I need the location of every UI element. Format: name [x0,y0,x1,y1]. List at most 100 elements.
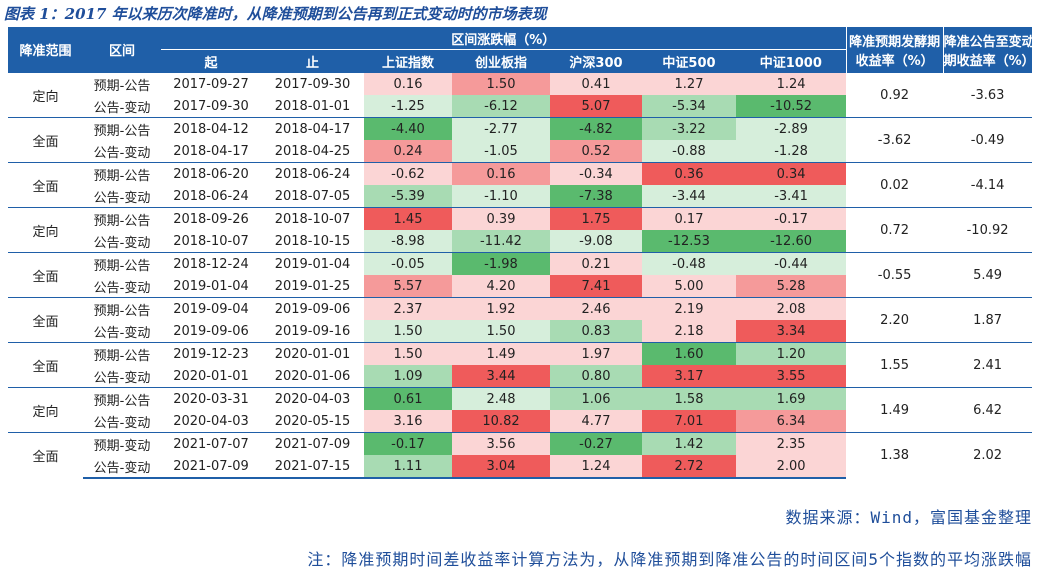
cell-sse: 0.61 [364,387,452,410]
row-type: 全面 [8,117,83,163]
row-end-date: 2021-07-15 [261,455,364,479]
cell-csi1000: 1.24 [736,72,847,95]
row-start-date: 2019-01-04 [173,278,249,294]
cell-chinext: 0.39 [452,207,550,230]
cell-csi500: -5.34 [642,95,736,118]
cell-chinext: -1.05 [452,140,550,163]
cell-csi1000: 0.34 [736,162,847,185]
cell-csi500: -3.22 [642,117,736,140]
row-interval: 公告-变动 [93,325,151,341]
figure-title: 图表 1：2017 年以来历次降准时，从降准预期到公告再到正式变动时的市场表现 [4,5,547,23]
table-body: 定向 预期-公告 2017-09-27 2017-09-30 0.16 1.50 0.41 1… [8,72,1033,479]
cell-csi1000: -3.41 [736,185,847,208]
row-end-date: 2020-01-06 [274,368,351,384]
cell-csi300: 1.06 [550,387,642,410]
header-group-change: 区间涨跌幅（%） [161,27,847,50]
cell-csi1000: 1.20 [736,342,847,365]
row-interval: 公告-变动 [93,415,151,431]
cell-chinext: -2.77 [452,117,550,140]
cell-sse: -0.17 [364,432,452,455]
header-ret1: 降准预期发酵期 收益率（%） [845,27,944,73]
row-interval: 公告-变动 [83,455,161,479]
row-end-date: 2020-05-15 [274,413,351,429]
table-row: 公告-变动 2020-01-01 2020-01-06 1.09 3.44 0.80 3.1… [8,365,1032,388]
row-start-date: 2020-04-03 [173,413,249,429]
cell-csi300: 2.46 [550,297,642,320]
cell-sse: 1.11 [364,455,452,479]
row-interval: 公告-变动 [93,280,151,296]
row-start-date: 2019-09-06 [173,323,249,339]
header-start: 起 [161,49,261,73]
header-ret1-line2: 收益率（%） [855,53,934,69]
table-row: 全面 预期-公告 2018-04-12 2018-04-17 -4.40 -2.77 -4.… [8,117,1033,163]
row-interval: 公告-变动 [93,190,151,206]
row-start-date: 2019-09-04 [161,297,261,320]
cell-csi500: 1.58 [642,387,736,410]
row-end-date: 2018-10-07 [261,207,364,230]
row-start-date: 2018-04-17 [173,143,249,159]
cell-csi500: 1.42 [642,432,736,455]
cell-csi300: 7.41 [550,275,642,298]
cell-csi500: -0.88 [642,140,736,163]
cell-csi1000: -10.52 [736,95,847,118]
table-row: 公告-变动 2017-09-30 2018-01-01 -1.25 -6.12 5.07-… [8,95,1032,118]
cell-sse: 1.09 [364,365,452,388]
row-ret2: 1.87 [943,297,1033,343]
cell-sse: -8.98 [364,230,452,253]
row-start-date: 2020-03-31 [161,387,261,410]
cell-csi300: 0.21 [550,252,642,275]
cell-csi500: 2.18 [642,320,736,343]
header-ret2: 降准公告至变动 期收益率（%） [942,27,1033,73]
cell-sse: 0.24 [364,140,452,163]
header-index-chinext: 创业板指 [452,49,550,73]
cell-csi300: -7.38 [550,185,642,208]
cell-csi1000: 3.55 [736,365,847,388]
row-ret1: 1.38 [846,432,944,478]
row-end-date: 2020-01-01 [261,342,364,365]
cell-csi500: -3.44 [642,185,736,208]
cell-csi300: -4.82 [550,117,642,140]
row-interval: 公告-变动 [93,100,151,116]
cell-sse: -0.05 [364,252,452,275]
row-start-date: 2021-07-07 [161,432,261,455]
row-start-date: 2021-07-09 [161,455,261,479]
row-end-date: 2017-09-30 [261,72,364,95]
row-interval: 预期-公告 [83,252,161,275]
row-interval: 公告-变动 [93,145,151,161]
cell-csi300: 0.52 [550,140,642,163]
header-ret2-line1: 降准公告至变动 [943,34,1033,50]
row-end-date: 2019-01-04 [261,252,364,275]
table-row: 公告-变动 2019-09-06 2019-09-16 1.50 1.50 0.83 2.1… [8,320,1032,343]
cell-chinext: 1.92 [452,297,550,320]
table-row: 公告-变动 2018-06-24 2018-07-05 -5.39 -1.10 -7.38… [8,185,1032,208]
cell-chinext: -11.42 [452,230,550,253]
row-type: 定向 [8,207,83,253]
header-end: 止 [261,49,364,73]
table-row: 定向 预期-公告 2017-09-27 2017-09-30 0.16 1.50 0.41 1… [8,72,1033,118]
cell-csi1000: -1.28 [736,140,847,163]
row-ret1: -3.62 [846,117,944,163]
cell-chinext: 10.82 [452,410,550,433]
cell-csi1000: 2.35 [736,432,847,455]
row-type: 全面 [8,342,83,388]
footnote: 注：降准预期时间差收益率计算方法为，从降准预期到降准公告的时间区间5个指数的平均… [307,550,1032,569]
cell-sse: -0.62 [364,162,452,185]
cell-chinext: 0.16 [452,162,550,185]
table-row: 全面 预期-公告 2019-12-23 2020-01-01 1.50 1.49 1.97 1… [8,342,1033,388]
row-end-date: 2019-09-16 [274,323,351,339]
row-end-date: 2019-09-06 [261,297,364,320]
row-interval: 公告-变动 [93,370,151,386]
cell-chinext: -6.12 [452,95,550,118]
header-ret1-line1: 降准预期发酵期 [849,34,941,50]
header-interval: 区间 [83,27,161,73]
cell-csi300: 5.07 [550,95,642,118]
row-start-date: 2017-09-30 [173,98,249,114]
table-row: 公告-变动 2018-04-17 2018-04-25 0.24 -1.05 0.52 -0… [8,140,1032,163]
cell-sse: 1.45 [364,207,452,230]
row-ret1: 2.20 [846,297,944,343]
cell-sse: -4.40 [364,117,452,140]
row-ret1: 1.49 [846,387,944,433]
cell-chinext: 4.20 [452,275,550,298]
cell-csi300: 1.24 [550,455,642,479]
cell-csi500: 1.27 [642,72,736,95]
